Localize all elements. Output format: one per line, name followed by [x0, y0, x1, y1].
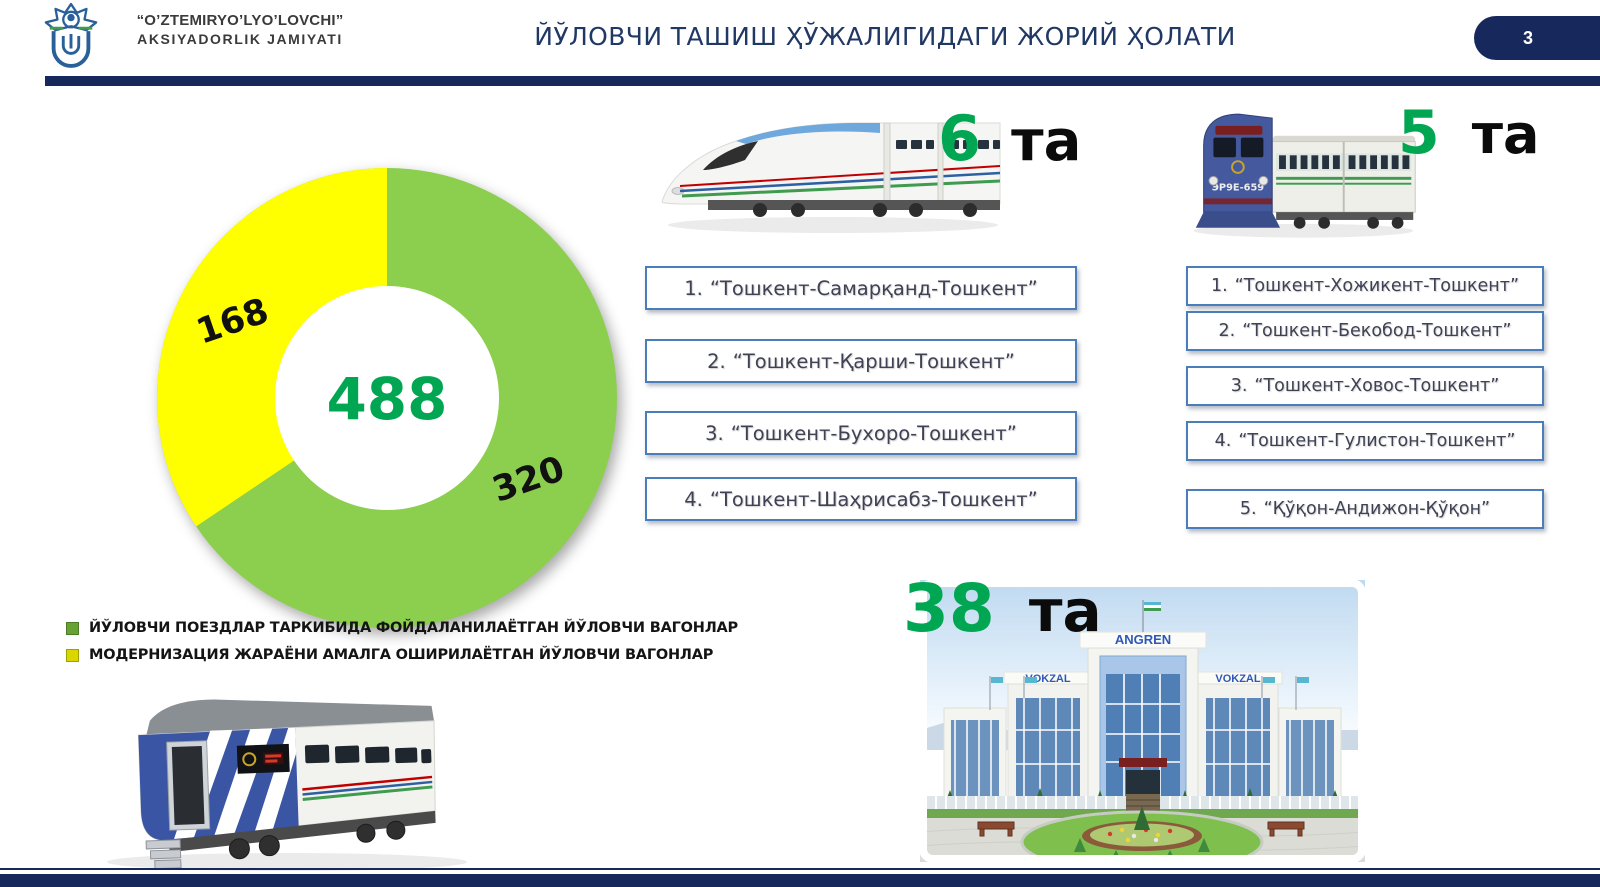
- donut-hole: [275, 286, 499, 510]
- high-speed-count: 6 та: [938, 102, 1081, 175]
- route-box-khojikent: 1. “Тошкент-Хожикент-Тошкент”: [1186, 266, 1544, 306]
- high-speed-count-unit: та: [1011, 109, 1082, 174]
- angren-station-photo: VOKZAL VOKZAL ANGREN: [920, 580, 1365, 862]
- company-name: “O’ZTEMIRYO’LYO’LOVCHI” AKSIYADORLIK JAM…: [104, 12, 376, 47]
- commuter-train-image: ЭР9Е-659: [1193, 113, 1416, 238]
- route-number: 1.: [684, 276, 703, 300]
- route-box-kokand: 5. “Қўқон-Андижон-Қўқон”: [1186, 489, 1544, 529]
- route-label: “Тошкент-Гулистон-Тошкент”: [1238, 431, 1516, 451]
- route-label: “Тошкент-Бухоро-Тошкент”: [730, 421, 1017, 445]
- route-label: “Тошкент-Самарқанд-Тошкент”: [709, 276, 1038, 300]
- passenger-wagon-image: [107, 699, 467, 871]
- stations-count-unit: та: [1028, 577, 1102, 645]
- railway-company-logo-icon: [44, 2, 98, 68]
- wagons-donut-chart: 168 320 488: [157, 168, 617, 628]
- footer-bar: [0, 874, 1600, 887]
- route-number: 1.: [1210, 276, 1228, 296]
- route-box-bukhara: 3. “Тошкент-Бухоро-Тошкент”: [645, 411, 1077, 455]
- legend-item-in-use: ЙЎЛОВЧИ ПОЕЗДЛАР ТАРКИБИДА ФОЙДАЛАНИЛАЁТ…: [66, 620, 738, 636]
- station-name-sign: ANGREN: [1115, 632, 1171, 647]
- route-box-karshi: 2. “Тошкент-Қарши-Тошкент”: [645, 339, 1077, 383]
- local-count-number: 5: [1398, 98, 1440, 168]
- route-number: 4.: [1214, 431, 1232, 451]
- donut-slice-yellow: [157, 168, 387, 527]
- route-label: “Тошкент-Шаҳрисабз-Тошкент”: [709, 487, 1038, 511]
- route-label: “Тошкент-Қарши-Тошкент”: [732, 349, 1015, 373]
- route-box-bekabad: 2. “Тошкент-Бекобод-Тошкент”: [1186, 311, 1544, 351]
- company-name-line1: “O’ZTEMIRYO’LYO’LOVCHI”: [136, 12, 344, 29]
- route-number: 3.: [1230, 376, 1248, 396]
- route-label: “Тошкент-Ховос-Тошкент”: [1254, 376, 1500, 396]
- page-number: 3: [1522, 27, 1533, 48]
- high-speed-train-image: [661, 122, 1001, 233]
- donut-total: 488: [326, 365, 447, 433]
- route-number: 3.: [705, 421, 724, 445]
- station-right-sign: VOKZAL: [1215, 673, 1261, 685]
- slide-title: ЙЎЛОВЧИ ТАШИШ ҲЎЖАЛИГИДАГИ ЖОРИЙ ҲОЛАТИ: [534, 22, 1236, 51]
- route-number: 2.: [1218, 321, 1236, 341]
- stations-count: 38 та: [903, 570, 1102, 647]
- high-speed-count-number: 6: [938, 102, 982, 175]
- page-number-badge: 3: [1474, 16, 1600, 60]
- stations-count-number: 38: [903, 570, 995, 647]
- route-label: “Тошкент-Хожикент-Тошкент”: [1234, 276, 1520, 296]
- legend-swatch-yellow: [66, 648, 79, 662]
- footer-thin-line: [0, 868, 1600, 870]
- route-label: “Тошкент-Бекобод-Тошкент”: [1242, 321, 1512, 341]
- legend-label-in-use: ЙЎЛОВЧИ ПОЕЗДЛАР ТАРКИБИДА ФОЙДАЛАНИЛАЁТ…: [89, 620, 738, 636]
- route-number: 2.: [707, 349, 726, 373]
- route-label: “Қўқон-Андижон-Қўқон”: [1263, 499, 1491, 519]
- local-train-count: 5 та: [1398, 98, 1540, 168]
- train-model-label: ЭР9Е-659: [1212, 183, 1265, 194]
- route-number: 5.: [1239, 499, 1257, 519]
- route-box-samarkand: 1. “Тошкент-Самарқанд-Тошкент”: [645, 266, 1077, 310]
- legend-swatch-green: [66, 621, 79, 635]
- route-box-gulistan: 4. “Тошкент-Гулистон-Тошкент”: [1186, 421, 1544, 461]
- legend-item-modernization: МОДЕРНИЗАЦИЯ ЖАРАЁНИ АМАЛГА ОШИРИЛАЁТГАН…: [66, 647, 713, 663]
- header-divider: [45, 76, 1600, 86]
- company-name-line2: AKSIYADORLIK JAMIYATI: [137, 31, 343, 47]
- local-count-unit: та: [1471, 103, 1540, 166]
- chart-legend: ЙЎЛОВЧИ ПОЕЗДЛАР ТАРКИБИДА ФОЙДАЛАНИЛАЁТ…: [66, 620, 738, 674]
- route-box-shakhrisabz: 4. “Тошкент-Шаҳрисабз-Тошкент”: [645, 477, 1077, 521]
- route-box-khavast: 3. “Тошкент-Ховос-Тошкент”: [1186, 366, 1544, 406]
- legend-label-modernization: МОДЕРНИЗАЦИЯ ЖАРАЁНИ АМАЛГА ОШИРИЛАЁТГАН…: [89, 647, 714, 663]
- route-number: 4.: [684, 487, 703, 511]
